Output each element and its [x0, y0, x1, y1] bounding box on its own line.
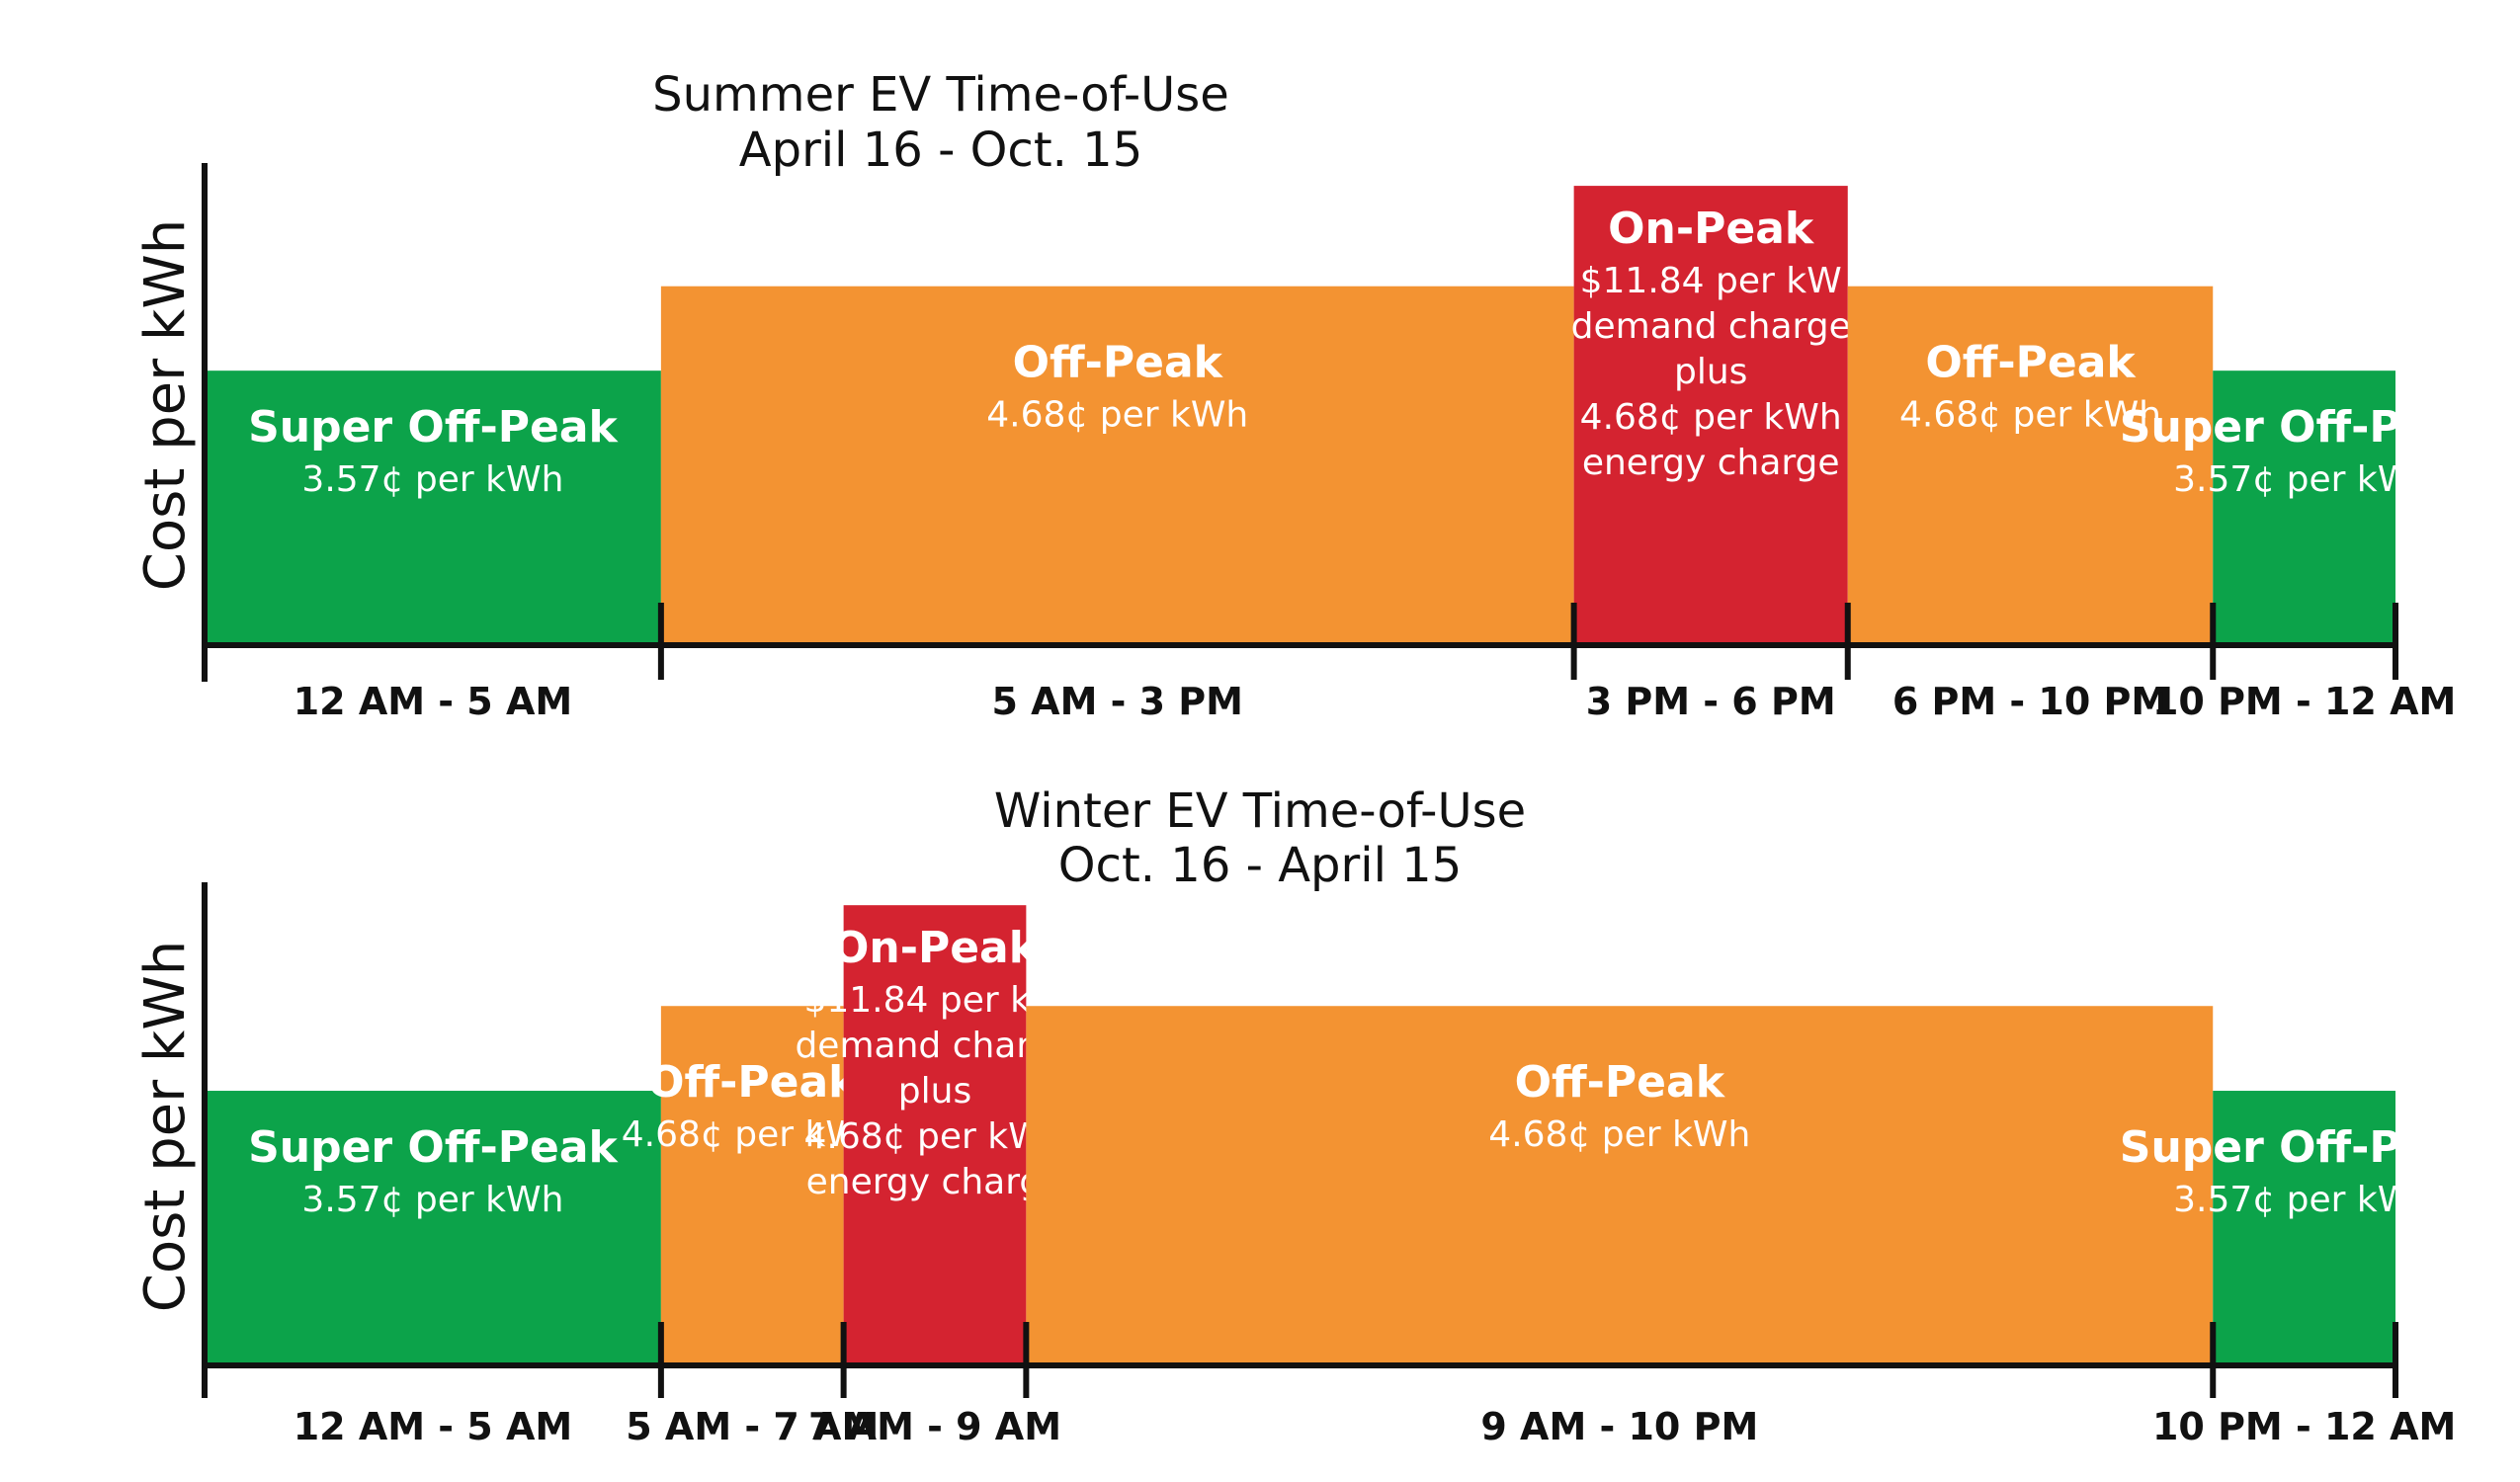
- summer-chart-title: Summer EV Time-of-Use: [652, 67, 1229, 123]
- winter-bar-1: [205, 1091, 661, 1363]
- winter-tick-label-1: 12 AM - 5 AM: [294, 1405, 572, 1448]
- winter-bar-3-line-1: $11.84 per kW: [803, 980, 1065, 1021]
- winter-bar-1-line-1: 3.57¢ per kWh: [301, 1180, 563, 1220]
- summer-bar-3-line-1: $11.84 per kW: [1580, 261, 1842, 301]
- summer-bar-1-name: Super Off-Peak: [248, 402, 619, 453]
- summer-bar-2-line-1: 4.68¢ per kWh: [986, 395, 1248, 436]
- summer-y-axis-label: Cost per kWh: [133, 219, 198, 591]
- winter-bars: Super Off-Peak 3.57¢ per kWh Off-Peak 4.68¢…: [205, 905, 2490, 1363]
- summer-chart-subtitle: April 16 - Oct. 15: [739, 123, 1142, 178]
- winter-bar-1-name: Super Off-Peak: [248, 1122, 619, 1173]
- summer-bar-4-line-1: 4.68¢ per kWh: [1899, 395, 2161, 436]
- winter-bar-3-name: On-Peak: [832, 923, 1040, 973]
- winter-tick-label-5: 10 PM - 12 AM: [2152, 1405, 2456, 1448]
- summer-bar-5-name: Super Off-Peak: [2120, 402, 2490, 453]
- summer-bar-3-line-3: plus: [1674, 352, 1747, 392]
- summer-bar-1-line-1: 3.57¢ per kWh: [301, 459, 563, 500]
- winter-bar-2: [660, 1006, 844, 1363]
- summer-ticks: 12 AM - 5 AM 5 AM - 3 PM 3 PM - 6 PM 6 PM -…: [202, 603, 2456, 723]
- winter-y-axis-label: Cost per kWh: [133, 941, 198, 1312]
- winter-chart: Winter EV Time-of-Use Oct. 16 - April 15…: [133, 783, 2490, 1448]
- summer-tick-label-5: 10 PM - 12 AM: [2152, 680, 2456, 723]
- winter-bar-4-name: Off-Peak: [1515, 1057, 1726, 1108]
- summer-bar-3-line-2: demand charge: [1571, 306, 1851, 347]
- winter-tick-label-4: 9 AM - 10 PM: [1480, 1405, 1758, 1448]
- winter-bar-4-line-1: 4.68¢ per kWh: [1488, 1114, 1750, 1155]
- winter-chart-title: Winter EV Time-of-Use: [994, 783, 1526, 839]
- summer-bar-3: [1573, 186, 1848, 642]
- summer-bar-3-name: On-Peak: [1608, 204, 1815, 254]
- summer-bar-5: [2213, 370, 2395, 642]
- winter-bar-3-line-4: 4.68¢ per kWh: [803, 1116, 1065, 1157]
- winter-chart-subtitle: Oct. 16 - April 15: [1058, 838, 1462, 893]
- summer-bar-4: [1847, 286, 2214, 642]
- summer-tick-label-1: 12 AM - 5 AM: [294, 680, 572, 723]
- winter-bar-5: [2213, 1091, 2395, 1363]
- summer-bar-2-name: Off-Peak: [1013, 338, 1224, 388]
- winter-bar-2-name: Off-Peak: [647, 1057, 859, 1108]
- summer-bar-2: [660, 286, 1574, 642]
- winter-bar-5-name: Super Off-Peak: [2120, 1122, 2490, 1173]
- winter-tick-label-2: 5 AM - 7 AM: [626, 1405, 879, 1448]
- winter-bar-3: [843, 905, 1027, 1363]
- summer-chart: Summer EV Time-of-Use April 16 - Oct. 15…: [133, 67, 2490, 723]
- summer-bar-3-line-5: energy charge: [1582, 443, 1840, 483]
- winter-bar-2-line-1: 4.68¢ per kWh: [622, 1114, 883, 1155]
- summer-bar-4-name: Off-Peak: [1925, 338, 2137, 388]
- winter-bar-4: [1026, 1006, 2214, 1363]
- summer-tick-label-4: 6 PM - 10 PM: [1892, 680, 2168, 723]
- summer-tick-label-3: 3 PM - 6 PM: [1586, 680, 1836, 723]
- winter-ticks: 12 AM - 5 AM 5 AM - 7 AM7 AM - 9 AM 9 AM -…: [202, 1322, 2456, 1448]
- summer-bars: Super Off-Peak 3.57¢ per kWh Off-Peak 4.68¢…: [205, 186, 2490, 642]
- winter-tick-label-3: 7 AM - 9 AM: [808, 1405, 1061, 1448]
- summer-tick-label-2: 5 AM - 3 PM: [992, 680, 1243, 723]
- winter-bar-5-line-1: 3.57¢ per kWh: [2173, 1180, 2435, 1220]
- summer-bar-3-line-4: 4.68¢ per kWh: [1580, 397, 1842, 438]
- summer-bar-5-line-1: 3.57¢ per kWh: [2173, 459, 2435, 500]
- summer-bar-1: [205, 370, 661, 642]
- winter-bar-3-line-5: energy charge: [806, 1162, 1064, 1202]
- winter-bar-3-line-3: plus: [898, 1071, 971, 1112]
